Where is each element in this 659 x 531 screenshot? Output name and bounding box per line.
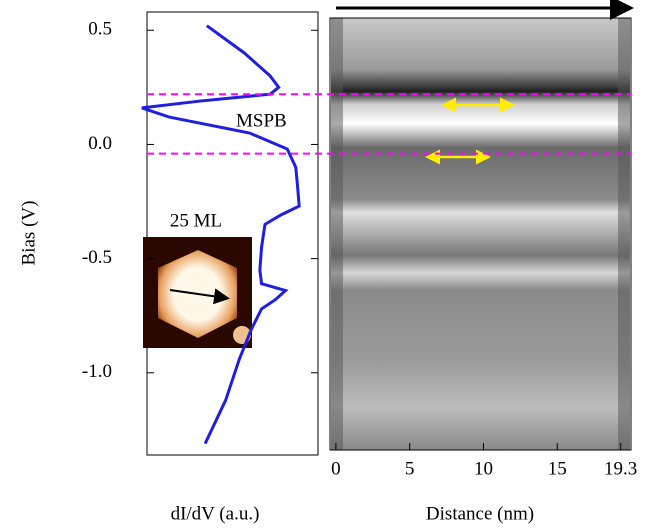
frame — [146, 11, 319, 456]
y-tick-label: -0.5 — [82, 247, 112, 268]
y-tick-label: 0.5 — [88, 19, 112, 40]
x-tick-label: 0 — [331, 458, 341, 479]
map-edge — [618, 18, 630, 450]
x-tick-label: 15 — [548, 458, 567, 479]
y-tick-label: 0.0 — [88, 133, 112, 154]
x-axis-label: dI/dV (a.u.) — [171, 503, 260, 524]
annotation: MSPB — [236, 110, 287, 131]
x-axis-label: Distance (nm) — [426, 503, 534, 524]
annotation: 25 ML — [170, 210, 222, 231]
map-edge — [331, 18, 343, 450]
frame — [329, 17, 632, 451]
dos-curve — [141, 24, 301, 445]
x-tick-label: 10 — [474, 458, 493, 479]
y-axis-label: Bias (V) — [18, 201, 39, 266]
stm-map — [331, 18, 630, 450]
y-tick-label: -1.0 — [82, 361, 112, 382]
x-tick-label: 5 — [405, 458, 415, 479]
x-tick-label: 19.3 — [604, 458, 637, 479]
inset-arrow — [169, 288, 230, 305]
